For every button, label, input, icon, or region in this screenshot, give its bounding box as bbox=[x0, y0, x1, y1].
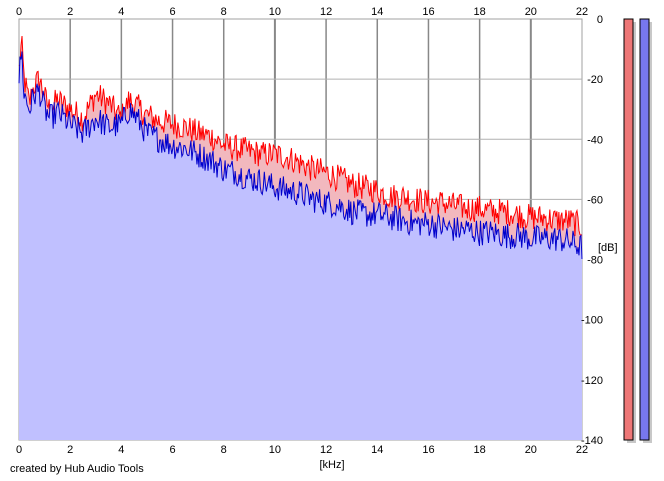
x-tick-label-bottom: 8 bbox=[221, 444, 227, 456]
x-tick-label-top: 20 bbox=[525, 6, 537, 18]
x-tick-label-bottom: 14 bbox=[371, 444, 383, 456]
y-tick-label: -100 bbox=[581, 315, 603, 327]
x-tick-label-top: 0 bbox=[16, 6, 22, 18]
x-tick-label-top: 14 bbox=[371, 6, 383, 18]
y-tick-label: -60 bbox=[587, 194, 603, 206]
y-tick-label: -140 bbox=[581, 435, 603, 447]
x-axis-label: [kHz] bbox=[319, 459, 344, 471]
x-tick-label-top: 6 bbox=[169, 6, 175, 18]
x-tick-labels-top: 0 2 4 6 8 10 12 14 16 18 20 22 bbox=[16, 6, 588, 18]
x-tick-label-bottom: 22 bbox=[576, 444, 588, 456]
x-tick-label-top: 18 bbox=[474, 6, 486, 18]
x-tick-label-bottom: 6 bbox=[169, 444, 175, 456]
y-axis-label: [dB] bbox=[598, 242, 618, 254]
x-tick-label-bottom: 20 bbox=[525, 444, 537, 456]
x-tick-label-top: 22 bbox=[576, 6, 588, 18]
x-tick-label-top: 8 bbox=[221, 6, 227, 18]
x-tick-label-top: 4 bbox=[118, 6, 124, 18]
x-tick-label-bottom: 12 bbox=[320, 444, 332, 456]
y-tick-label: -80 bbox=[587, 255, 603, 267]
series-2-area bbox=[19, 51, 582, 441]
x-tick-label-bottom: 4 bbox=[118, 444, 124, 456]
x-tick-label-top: 16 bbox=[422, 6, 434, 18]
y-tick-label: -40 bbox=[587, 134, 603, 146]
meter-2-bar bbox=[639, 18, 650, 441]
x-tick-label-bottom: 2 bbox=[67, 444, 73, 456]
x-tick-label-top: 10 bbox=[269, 6, 281, 18]
series-2-line bbox=[18, 51, 583, 259]
series-layer bbox=[18, 36, 583, 441]
y-tick-labels: 0 -20 -40 -60 -80 -100 -120 -140 bbox=[581, 14, 603, 447]
x-tick-label-bottom: 0 bbox=[16, 444, 22, 456]
y-tick-label: -20 bbox=[587, 74, 603, 86]
x-tick-label-bottom: 18 bbox=[474, 444, 486, 456]
x-tick-label-top: 12 bbox=[320, 6, 332, 18]
x-tick-label-top: 2 bbox=[67, 6, 73, 18]
y-tick-label: 0 bbox=[597, 14, 603, 26]
x-tick-label-bottom: 16 bbox=[422, 444, 434, 456]
credit-text: created by Hub Audio Tools bbox=[10, 463, 144, 475]
y-tick-label: -120 bbox=[581, 375, 603, 387]
level-meters bbox=[623, 18, 652, 443]
series-1-line bbox=[18, 36, 583, 237]
x-tick-labels-bottom: 0 2 4 6 8 10 12 14 16 18 20 22 bbox=[16, 444, 588, 456]
x-tick-label-bottom: 10 bbox=[269, 444, 281, 456]
meter-1-bar bbox=[623, 18, 634, 441]
